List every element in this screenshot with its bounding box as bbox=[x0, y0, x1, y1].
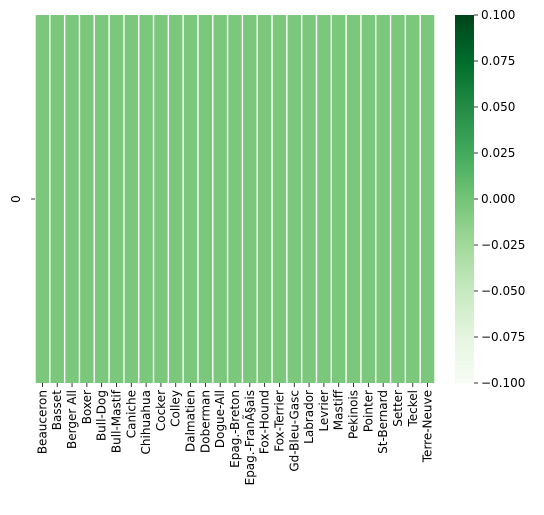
colorbar-tick-label: −0.050 bbox=[481, 284, 525, 298]
x-tick-label: Caniche bbox=[124, 390, 138, 438]
heatmap-cell bbox=[169, 15, 183, 383]
colorbar-tick-label: 0.100 bbox=[481, 8, 515, 22]
x-tick-label: Colley bbox=[169, 390, 183, 427]
x-tick-label: Pointer bbox=[361, 390, 375, 432]
x-tick-label: Fox-Hound bbox=[258, 390, 272, 454]
x-tick-label: Cocker bbox=[154, 390, 168, 431]
x-tick-label: Doberman bbox=[198, 390, 212, 453]
x-tick-label: Setter bbox=[391, 390, 405, 427]
heatmap-cells bbox=[35, 15, 435, 383]
x-tick-label: Dogue-All bbox=[213, 390, 227, 448]
x-tick-label: Berger All bbox=[65, 390, 79, 449]
heatmap-cell bbox=[139, 15, 153, 383]
heatmap-cell bbox=[109, 15, 124, 383]
colorbar-tick-label: −0.075 bbox=[481, 330, 525, 344]
x-axis-ticks: Beauceron Basset Berger All Boxer Bull-Dog Bu… bbox=[35, 383, 435, 485]
heatmap-cell bbox=[317, 15, 331, 383]
heatmap-cell bbox=[50, 15, 64, 383]
heatmap-cell bbox=[257, 15, 272, 383]
x-tick-label: Terre-Neuve bbox=[421, 390, 435, 463]
heatmap-cell bbox=[391, 15, 405, 383]
heatmap-cell bbox=[272, 15, 287, 383]
x-tick-label: Chihuahua bbox=[139, 390, 153, 454]
heatmap-cell bbox=[302, 15, 316, 383]
x-tick-label: Epag.-FranÃ§ais bbox=[242, 390, 257, 485]
heatmap-cell bbox=[124, 15, 139, 383]
heatmap-cell bbox=[94, 15, 109, 383]
x-tick-label: Epag.-Breton bbox=[228, 390, 242, 468]
heatmap-cell bbox=[198, 15, 213, 383]
heatmap-cell bbox=[361, 15, 376, 383]
heatmap-cell bbox=[331, 15, 346, 383]
heatmap-cell bbox=[346, 15, 361, 383]
x-tick-label: Fox-Terrier bbox=[272, 390, 286, 452]
heatmap-cell bbox=[406, 15, 420, 383]
heatmap-cell bbox=[183, 15, 198, 383]
colorbar-tick-label: −0.100 bbox=[481, 376, 525, 390]
x-tick-label: Boxer bbox=[80, 390, 94, 424]
y-tick-label: 0 bbox=[9, 195, 23, 203]
x-tick-label: St-Bernard bbox=[376, 390, 390, 454]
x-tick-label: Pekinois bbox=[347, 390, 361, 439]
colorbar-tick-label: 0.025 bbox=[481, 146, 515, 160]
heatmap-cell bbox=[213, 15, 227, 383]
colorbar: 0.100 0.075 0.050 0.025 0.000 −0.025 −0.050 −0.… bbox=[455, 8, 525, 390]
colorbar-tick-label: 0.050 bbox=[481, 100, 515, 114]
x-tick-label: Gd-Bleu-Gasc bbox=[287, 390, 301, 472]
heatmap-cell bbox=[376, 15, 390, 383]
x-tick-label: Labrador bbox=[302, 390, 316, 444]
heatmap-cell bbox=[65, 15, 79, 383]
heatmap-cell bbox=[243, 15, 257, 383]
heatmap-cell bbox=[420, 15, 435, 383]
x-tick-label: Levrier bbox=[317, 390, 331, 432]
x-tick-label: Bull-Dog bbox=[95, 390, 109, 441]
x-tick-label: Beauceron bbox=[35, 390, 49, 454]
colorbar-tick-label: −0.025 bbox=[481, 238, 525, 252]
y-axis-ticks: 0 bbox=[9, 195, 35, 203]
heatmap-cell bbox=[228, 15, 242, 383]
x-tick-label: Basset bbox=[50, 390, 64, 430]
x-tick-label: Dalmatien bbox=[184, 390, 198, 452]
heatmap-cell bbox=[35, 15, 50, 383]
heatmap-cell bbox=[80, 15, 94, 383]
colorbar-tick-label: 0.000 bbox=[481, 192, 515, 206]
x-tick-label: Mastiff bbox=[332, 389, 346, 430]
heatmap-cell bbox=[287, 15, 301, 383]
heatmap-cell bbox=[154, 15, 168, 383]
x-tick-label: Bull-Mastif bbox=[109, 389, 123, 453]
colorbar-tick-label: 0.075 bbox=[481, 54, 515, 68]
x-tick-label: Teckel bbox=[406, 390, 420, 428]
colorbar-gradient bbox=[455, 15, 474, 383]
